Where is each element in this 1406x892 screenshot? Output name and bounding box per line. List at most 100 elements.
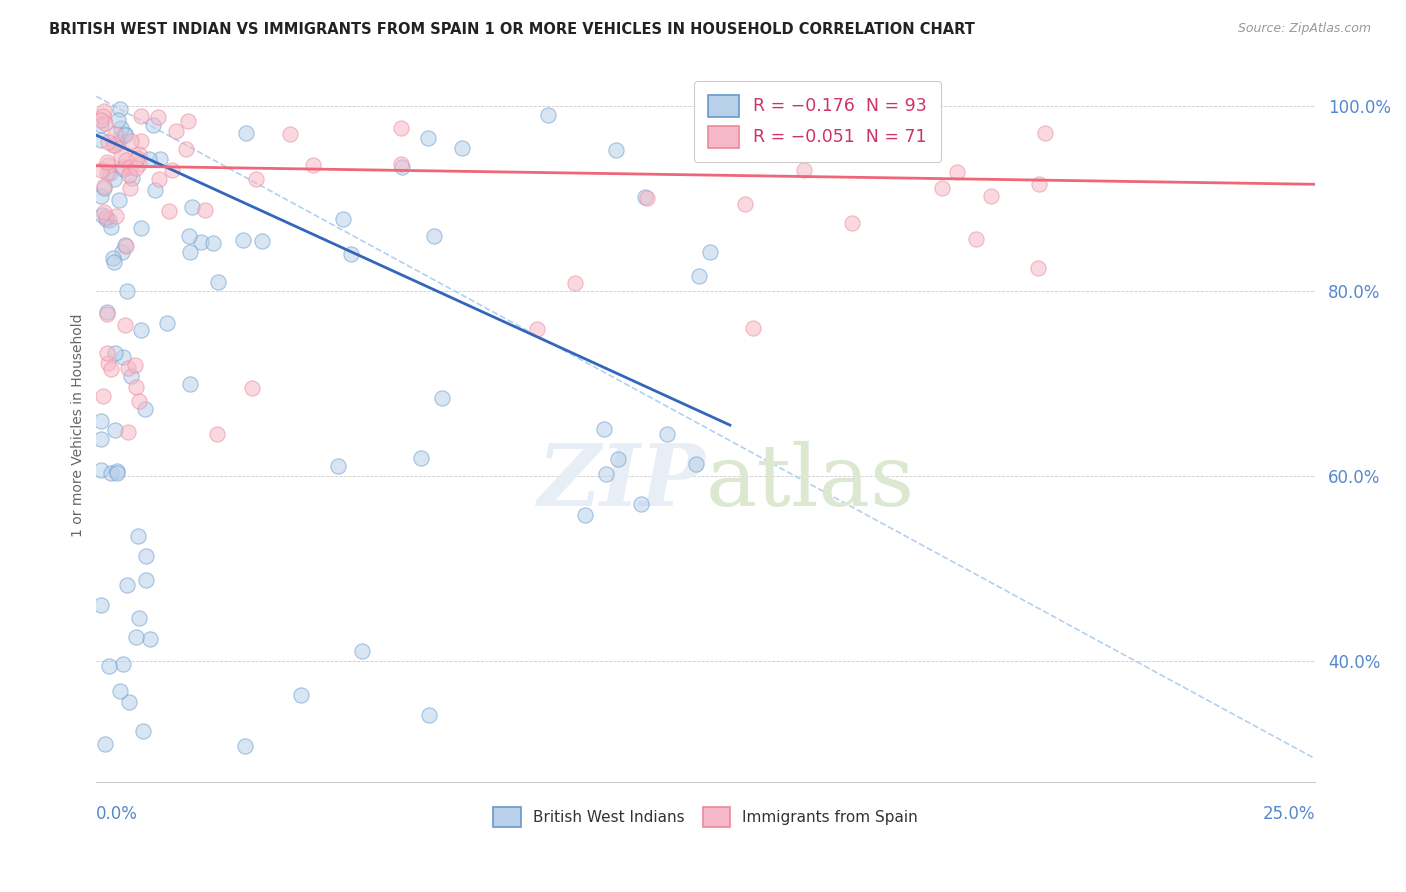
Point (94, 212, 117, 227)
Point (125, 161, 148, 175)
Point (416, 130, 439, 145)
Point (946, 165, 969, 179)
Point (118, 169, 141, 183)
Point (451, 141, 474, 155)
Point (340, 247, 363, 261)
Point (90, 598, 112, 612)
Point (132, 723, 155, 738)
Legend: British West Indians, Immigrants from Spain: British West Indians, Immigrants from Sp… (485, 800, 925, 835)
Point (148, 172, 170, 186)
Point (104, 346, 127, 360)
Point (96, 306, 118, 320)
Point (117, 578, 139, 592)
Point (245, 172, 267, 186)
Point (145, 183, 167, 197)
Point (115, 239, 138, 253)
Point (93, 181, 115, 195)
Point (103, 172, 125, 186)
Point (115, 285, 138, 299)
Point (91, 109, 114, 123)
Point (94, 737, 117, 751)
Point (90, 462, 112, 476)
Point (91, 389, 114, 403)
Point (179, 376, 201, 391)
Point (592, 422, 614, 436)
Point (108, 130, 131, 145)
Point (734, 197, 756, 211)
Point (138, 153, 160, 167)
Point (93, 205, 115, 219)
Point (110, 147, 132, 161)
Point (118, 695, 141, 709)
Point (156, 316, 179, 330)
Point (98, 165, 121, 179)
Point (176, 142, 198, 156)
Point (1033, 127, 1056, 141)
Point (117, 425, 139, 439)
Point (607, 451, 630, 466)
Point (96, 345, 118, 359)
Point (97, 658, 120, 673)
Point (235, 126, 257, 140)
Point (90, 118, 112, 132)
Text: Source: ZipAtlas.com: Source: ZipAtlas.com (1237, 22, 1371, 36)
Point (232, 233, 254, 247)
Point (101, 138, 124, 153)
Point (160, 162, 183, 177)
Point (100, 362, 122, 376)
Point (93, 178, 115, 193)
Point (96, 154, 118, 169)
Point (142, 118, 165, 132)
Point (90, 112, 112, 127)
Text: BRITISH WEST INDIAN VS IMMIGRANTS FROM SPAIN 1 OR MORE VEHICLES IN HOUSEHOLD COR: BRITISH WEST INDIAN VS IMMIGRANTS FROM S… (49, 22, 976, 37)
Point (391, 161, 413, 175)
Point (129, 323, 152, 337)
Point (94, 211, 117, 225)
Point (97, 135, 120, 149)
Point (278, 127, 301, 141)
Point (103, 423, 125, 437)
Point (326, 459, 349, 474)
Point (97, 212, 120, 227)
Point (105, 464, 128, 478)
Point (125, 380, 148, 394)
Point (332, 211, 354, 226)
Point (194, 202, 217, 217)
Point (96, 165, 118, 179)
Text: ZIP: ZIP (537, 441, 706, 524)
Point (125, 151, 148, 165)
Point (97, 158, 120, 172)
Point (90, 133, 112, 147)
Point (110, 121, 132, 136)
Point (90, 414, 112, 428)
Point (120, 368, 142, 383)
Point (418, 707, 440, 722)
Point (177, 229, 200, 244)
Point (157, 203, 180, 218)
Point (252, 234, 274, 248)
Point (389, 157, 412, 171)
Point (233, 739, 256, 753)
Point (564, 277, 586, 291)
Point (965, 232, 987, 246)
Point (931, 181, 953, 195)
Point (128, 156, 150, 170)
Point (111, 244, 134, 259)
Point (207, 276, 229, 290)
Point (104, 210, 127, 224)
Point (100, 219, 122, 234)
Point (423, 229, 446, 244)
Point (134, 401, 156, 416)
Point (100, 466, 122, 480)
Point (796, 146, 818, 161)
Point (537, 108, 560, 122)
Point (112, 160, 135, 174)
Point (202, 235, 225, 250)
Text: 0.0%: 0.0% (97, 805, 138, 822)
Point (120, 160, 142, 174)
Point (742, 321, 765, 335)
Point (128, 147, 150, 161)
Point (149, 153, 172, 167)
Point (980, 189, 1002, 203)
Point (190, 235, 212, 249)
